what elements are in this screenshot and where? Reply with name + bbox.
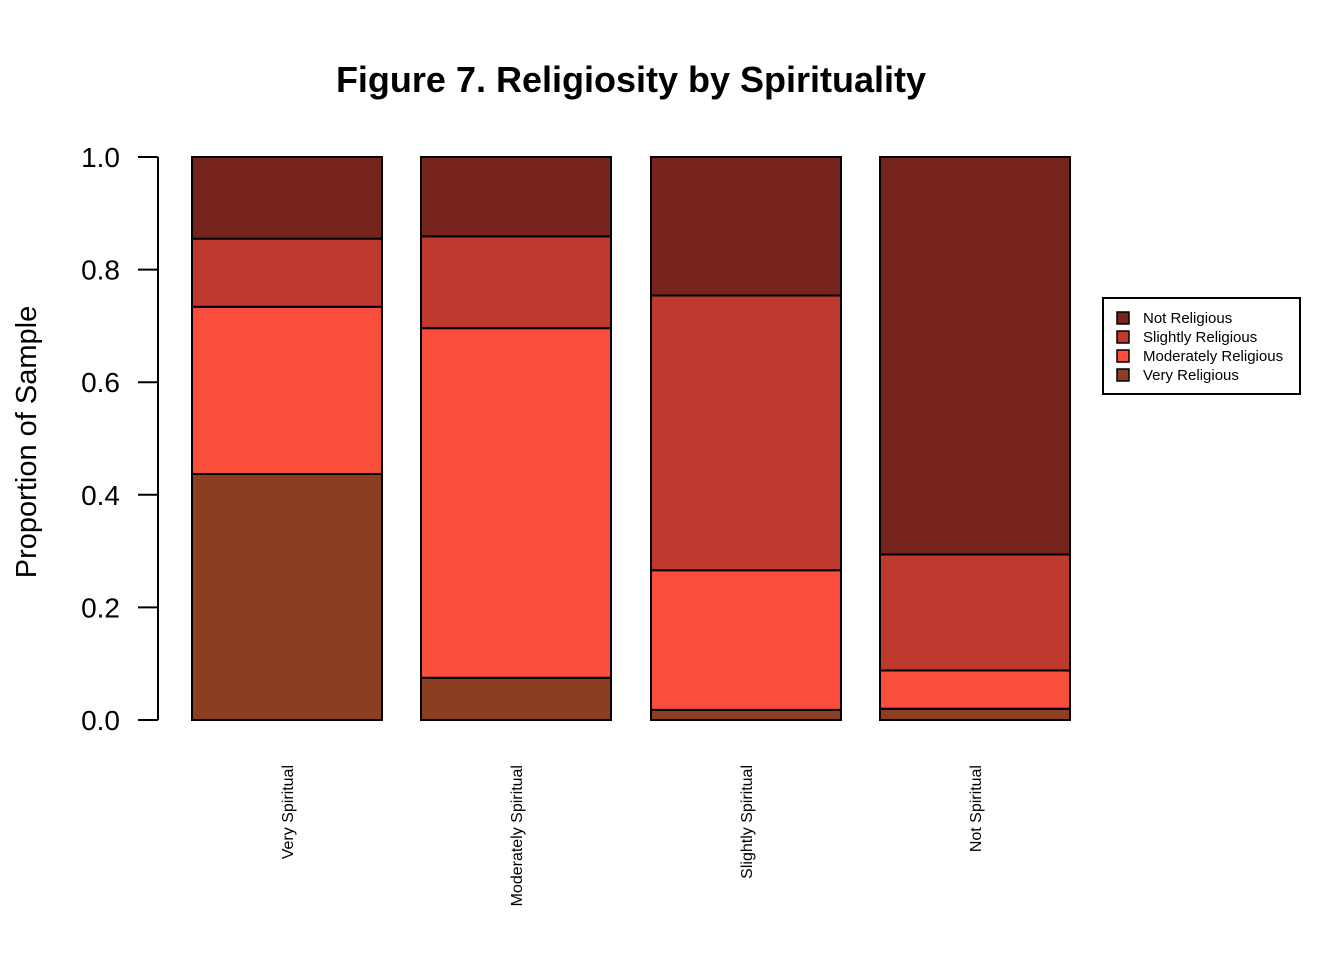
bar-stack [420,156,612,722]
y-tick-label: 0.2 [81,592,120,623]
legend-label: Not Religious [1143,310,1232,327]
y-tick-label: 0.8 [81,255,120,286]
bar-segment [650,294,842,572]
legend-swatch [1116,330,1130,344]
x-tick-label: Moderately Spiritual [509,765,526,906]
legend-label: Slightly Religious [1143,329,1257,346]
legend-swatch [1116,368,1130,382]
chart-title: Figure 7. Religiosity by Spirituality [336,59,926,100]
bar-segment [879,553,1071,672]
bar-segment [191,305,383,475]
bar-segment [650,156,842,297]
y-tick-label: 1.0 [81,142,120,173]
bars [191,156,1071,722]
bar-segment [420,156,612,238]
bar-segment [191,472,383,721]
y-tick-label: 0.0 [81,705,120,736]
bar-segment [420,676,612,722]
bar-segment [650,569,842,711]
legend-swatch [1116,349,1130,363]
x-axis: Very Spiritual Moderately Spiritual Slight… [280,765,985,906]
x-tick-label: Not Spiritual [968,765,985,852]
y-axis: 0.0 0.2 0.4 0.6 0.8 1.0 [81,142,159,736]
legend-swatch [1116,311,1130,325]
legend-label: Very Religious [1143,367,1239,384]
legend-label: Moderately Religious [1143,348,1283,365]
bar-segment [420,235,612,330]
x-tick-label: Very Spiritual [280,765,297,859]
bar-stack [879,156,1071,721]
x-tick-label: Slightly Spiritual [739,765,756,879]
bar-segment [879,156,1071,556]
y-tick-label: 0.4 [81,480,120,511]
bar-segment [650,708,842,722]
bar-segment [879,707,1071,721]
bar-segment [191,156,383,240]
bar-segment [879,669,1071,710]
bar-stack [191,156,383,721]
legend-box [1102,297,1301,395]
y-tick-label: 0.6 [81,367,120,398]
bar-segment [420,327,612,679]
legend: Not Religious Slightly Religious Moderatel… [1102,297,1301,395]
bar-segment [191,237,383,308]
bar-stack [650,156,842,722]
y-axis-label: Proportion of Sample [11,306,43,578]
